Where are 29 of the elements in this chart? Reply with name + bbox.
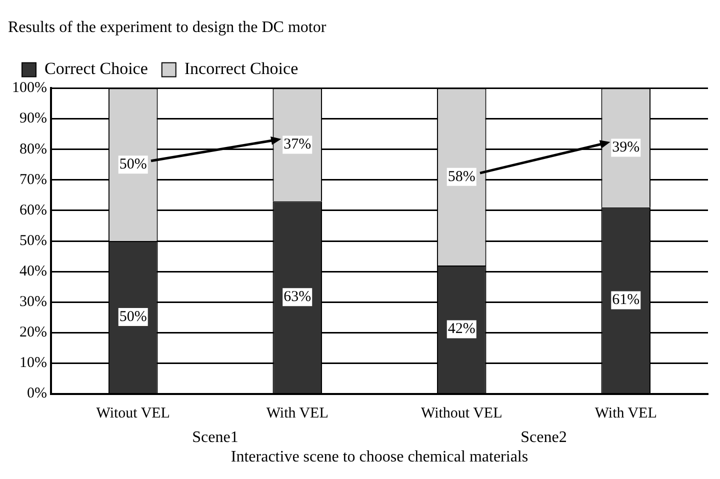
data-label: 58%: [448, 168, 476, 185]
data-label: 37%: [284, 136, 312, 153]
y-tick-label: 60%: [19, 202, 47, 218]
y-tick-label: 0%: [26, 386, 47, 402]
y-tick-label: 10%: [19, 355, 47, 372]
data-label: 50%: [119, 308, 147, 325]
y-tick-label: 50%: [19, 232, 47, 249]
x-axis-title: Interactive scene to choose chemical materials: [230, 448, 528, 466]
x-tick-label: Witout VEL: [96, 406, 170, 422]
y-tick-label: 80%: [19, 141, 47, 158]
text: Scene1: [192, 429, 238, 446]
x-tick-label: With VEL: [594, 406, 657, 422]
x-tick-label: With VEL: [266, 406, 328, 422]
legend-label: Incorrect Choice: [184, 59, 298, 78]
data-label: 39%: [612, 140, 640, 156]
data-label: 63%: [284, 289, 312, 306]
data-label: 50%: [119, 156, 147, 173]
data-label: 61%: [612, 292, 640, 308]
y-tick-label: 90%: [19, 110, 47, 127]
y-tick-label: 70%: [19, 172, 47, 188]
y-tick-label: 30%: [19, 294, 47, 310]
y-tick-label: 100%: [12, 80, 47, 96]
y-tick-label: 20%: [19, 324, 47, 341]
chart-title: Results of the experiment to design the DC motor: [8, 18, 327, 36]
legend-label: Correct Choice: [44, 59, 148, 78]
text: Scene2: [520, 429, 567, 446]
x-tick-label: Without VEL: [421, 406, 502, 422]
data-label: 42%: [448, 321, 476, 338]
y-tick-label: 40%: [19, 263, 47, 280]
